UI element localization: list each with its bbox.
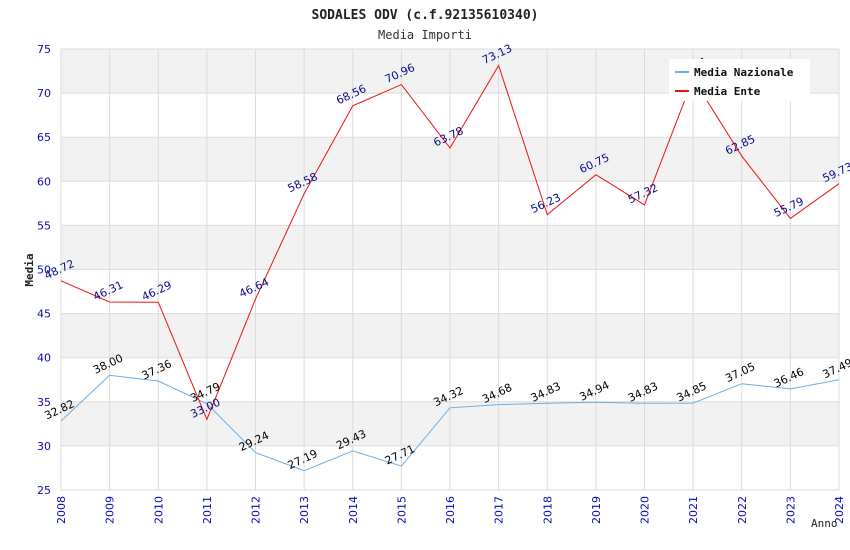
x-tick-label: 2013 — [298, 496, 311, 524]
x-tick-label: 2012 — [250, 496, 263, 524]
y-tick-label: 40 — [37, 352, 51, 365]
x-tick-label: 2017 — [493, 496, 506, 524]
legend-label: Media Nazionale — [694, 66, 794, 79]
y-tick-label: 35 — [37, 396, 51, 409]
y-tick-label: 75 — [37, 43, 51, 56]
x-tick-label: 2009 — [104, 496, 117, 524]
y-tick-label: 65 — [37, 131, 51, 144]
y-tick-label: 55 — [37, 219, 51, 232]
series-line-media-nazionale — [60, 374, 840, 472]
y-tick-label: 25 — [37, 484, 51, 497]
legend: Media Nazionale Media Ente — [669, 59, 810, 101]
y-tick-label: 45 — [37, 308, 51, 321]
legend-label: Media Ente — [694, 85, 761, 98]
chart-title: SODALES ODV (c.f.92135610340) — [312, 8, 539, 23]
x-tick-label: 2023 — [784, 496, 797, 524]
x-axis-label: Anno — [811, 517, 838, 530]
x-tick-label: 2022 — [736, 496, 749, 524]
series-lines — [60, 64, 840, 472]
y-tick-label: 70 — [37, 87, 51, 100]
x-tick-label: 2021 — [687, 496, 700, 524]
x-tick-label: 2018 — [541, 496, 554, 524]
x-tick-label: 2019 — [590, 496, 603, 524]
y-axis-label: Media — [23, 253, 36, 286]
y-tick-label: 60 — [37, 175, 51, 188]
x-tick-label: 2008 — [55, 496, 68, 524]
series-line-media-ente — [60, 64, 840, 421]
legend-box — [669, 59, 810, 101]
x-tick-label: 2011 — [201, 496, 214, 524]
gridlines — [60, 48, 840, 491]
x-tick-label: 2014 — [347, 496, 360, 524]
x-tick-label: 2010 — [152, 496, 165, 524]
y-tick-label: 30 — [37, 440, 51, 453]
y-tick-label: 50 — [37, 264, 51, 277]
x-tick-label: 2016 — [444, 496, 457, 524]
chart-subtitle: Media Importi — [378, 28, 472, 42]
x-tick-label: 2024 — [833, 496, 846, 524]
x-tick-label: 2015 — [395, 496, 408, 524]
x-axis-ticks: 2008 2009 2010 2011 2012 2013 2014 2015 2016 2017… — [55, 496, 846, 524]
y-axis-ticks: 25 30 35 40 45 50 55 60 65 70 75 — [37, 43, 51, 497]
x-tick-label: 2020 — [639, 496, 652, 524]
